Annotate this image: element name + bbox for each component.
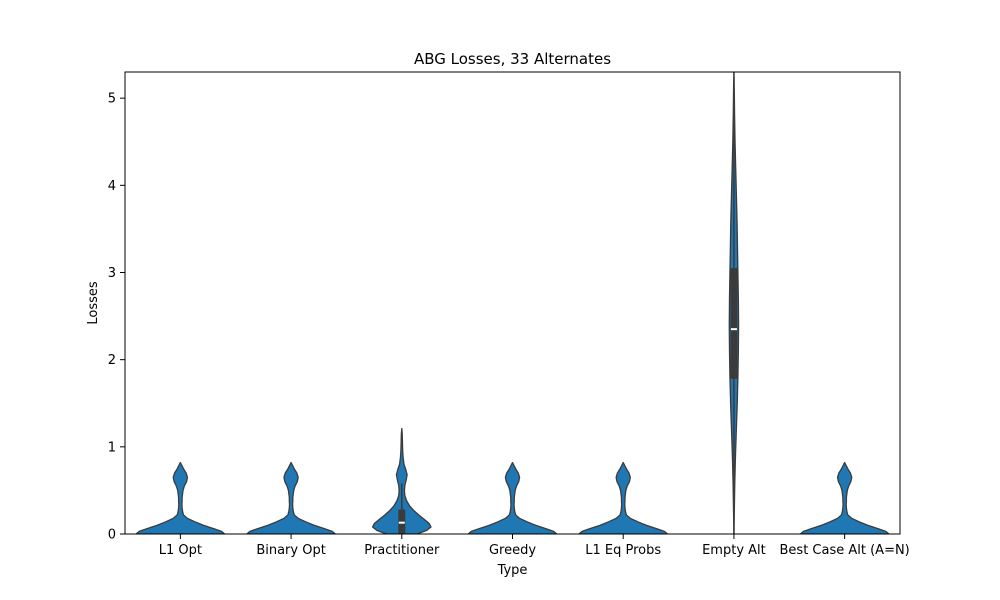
violin-best-case-alt-a-n xyxy=(799,461,890,534)
violin-l1-eq-probs xyxy=(578,461,669,534)
violin-greedy xyxy=(467,461,558,534)
y-tick-label: 4 xyxy=(108,179,116,194)
x-tick-label: L1 Eq Probs xyxy=(585,543,661,558)
x-tick-label: Greedy xyxy=(489,543,536,558)
y-tick-label: 2 xyxy=(108,353,116,368)
y-tick-label: 5 xyxy=(108,92,116,107)
x-tick-label: L1 Opt xyxy=(159,543,202,558)
x-tick-label: Empty Alt xyxy=(702,543,766,558)
violin-practitioner xyxy=(371,427,432,534)
y-tick-label: 0 xyxy=(108,528,116,543)
y-axis-label: Losses xyxy=(86,281,101,325)
axes-frame xyxy=(124,71,901,535)
x-tick-label: Best Case Alt (A=N) xyxy=(780,543,910,558)
chart-title: ABG Losses, 33 Alternates xyxy=(414,50,611,68)
violin-binary-opt xyxy=(246,461,337,534)
violin-iqr-box xyxy=(730,268,738,379)
plot-area xyxy=(135,72,890,534)
violin-l1-opt xyxy=(135,461,226,534)
x-axis-ticks: L1 Opt Binary Opt Practitioner Greedy L1 Eq … xyxy=(159,534,910,558)
y-tick-label: 3 xyxy=(108,266,116,281)
x-tick-label: Binary Opt xyxy=(256,543,326,558)
x-axis-label: Type xyxy=(497,563,528,578)
x-tick-label: Practitioner xyxy=(364,543,440,558)
y-axis-ticks: 0 1 2 3 4 5 xyxy=(108,92,125,543)
y-tick-label: 1 xyxy=(108,440,116,455)
